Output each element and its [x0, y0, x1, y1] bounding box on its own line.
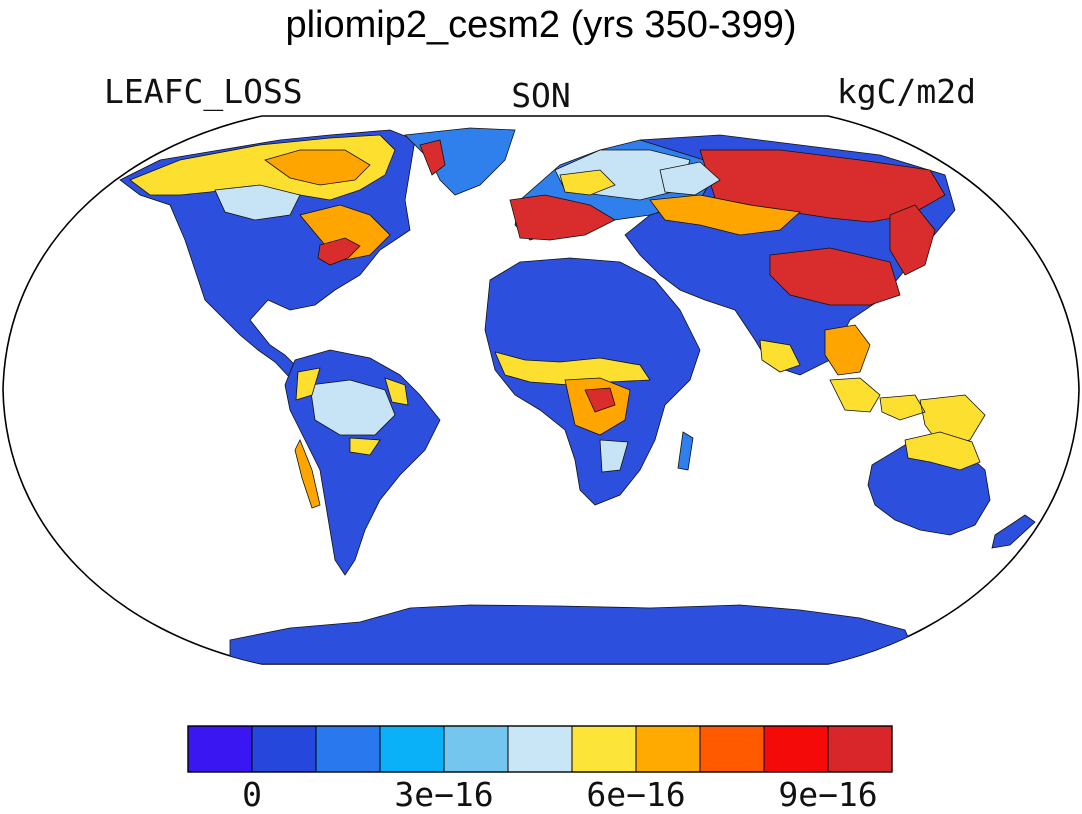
- east-china-red: [769, 247, 901, 306]
- colorbar-box: [571, 725, 637, 773]
- colorbar-box: [635, 725, 701, 773]
- south-asia-yellow: [759, 339, 801, 373]
- maritime-southeast-asia: [829, 377, 986, 446]
- andes-orange-edge: [294, 439, 321, 509]
- colorbar-tick-label: 0: [242, 775, 262, 814]
- colorbar-boxes: [187, 725, 893, 773]
- colorbar-frame: [187, 725, 893, 773]
- colorbar-box: [379, 725, 445, 773]
- season-label: SON: [511, 76, 571, 115]
- europe-yellow-band: [559, 169, 616, 196]
- southern-africa-light: [599, 439, 629, 473]
- amazon-yellow-ring: [295, 367, 409, 456]
- canada-light-zone: [214, 184, 301, 221]
- map-title: pliomip2_cesm2 (yrs 350-399): [285, 4, 797, 46]
- central-asia-light: [659, 161, 721, 196]
- colorbar-box: [507, 725, 573, 773]
- colorbar-tick-label: 6e−16: [586, 775, 686, 814]
- colorbar-box: [763, 725, 829, 773]
- north-australia-yellow: [904, 431, 981, 471]
- east-us-band: [317, 237, 361, 266]
- colorbar: [187, 725, 893, 773]
- central-africa-red: [584, 387, 616, 413]
- units-label: kgC/m2d: [836, 72, 976, 111]
- colorbar-box: [699, 725, 765, 773]
- amazon-light-zone: [309, 379, 396, 436]
- land-surface: [119, 127, 1036, 664]
- colorbar-box: [251, 725, 317, 773]
- new-zealand: [991, 514, 1036, 549]
- colorbar-tick-label: 3e−16: [394, 775, 494, 814]
- colorbar-box: [827, 725, 893, 773]
- colorbar-tick-label: 9e−16: [778, 775, 878, 814]
- western-europe-red: [509, 194, 616, 241]
- madagascar: [677, 431, 694, 471]
- colorbar-box: [187, 725, 253, 773]
- colorbar-box: [443, 725, 509, 773]
- colorbar-box: [315, 725, 381, 773]
- variable-label: LEAFC_LOSS: [104, 72, 303, 111]
- sahel-yellow-band: [494, 351, 651, 386]
- greenland-edge: [419, 139, 446, 176]
- japan-korea-red: [889, 204, 936, 276]
- central-asia-orange: [649, 194, 801, 236]
- southeast-asia-orange: [824, 324, 871, 376]
